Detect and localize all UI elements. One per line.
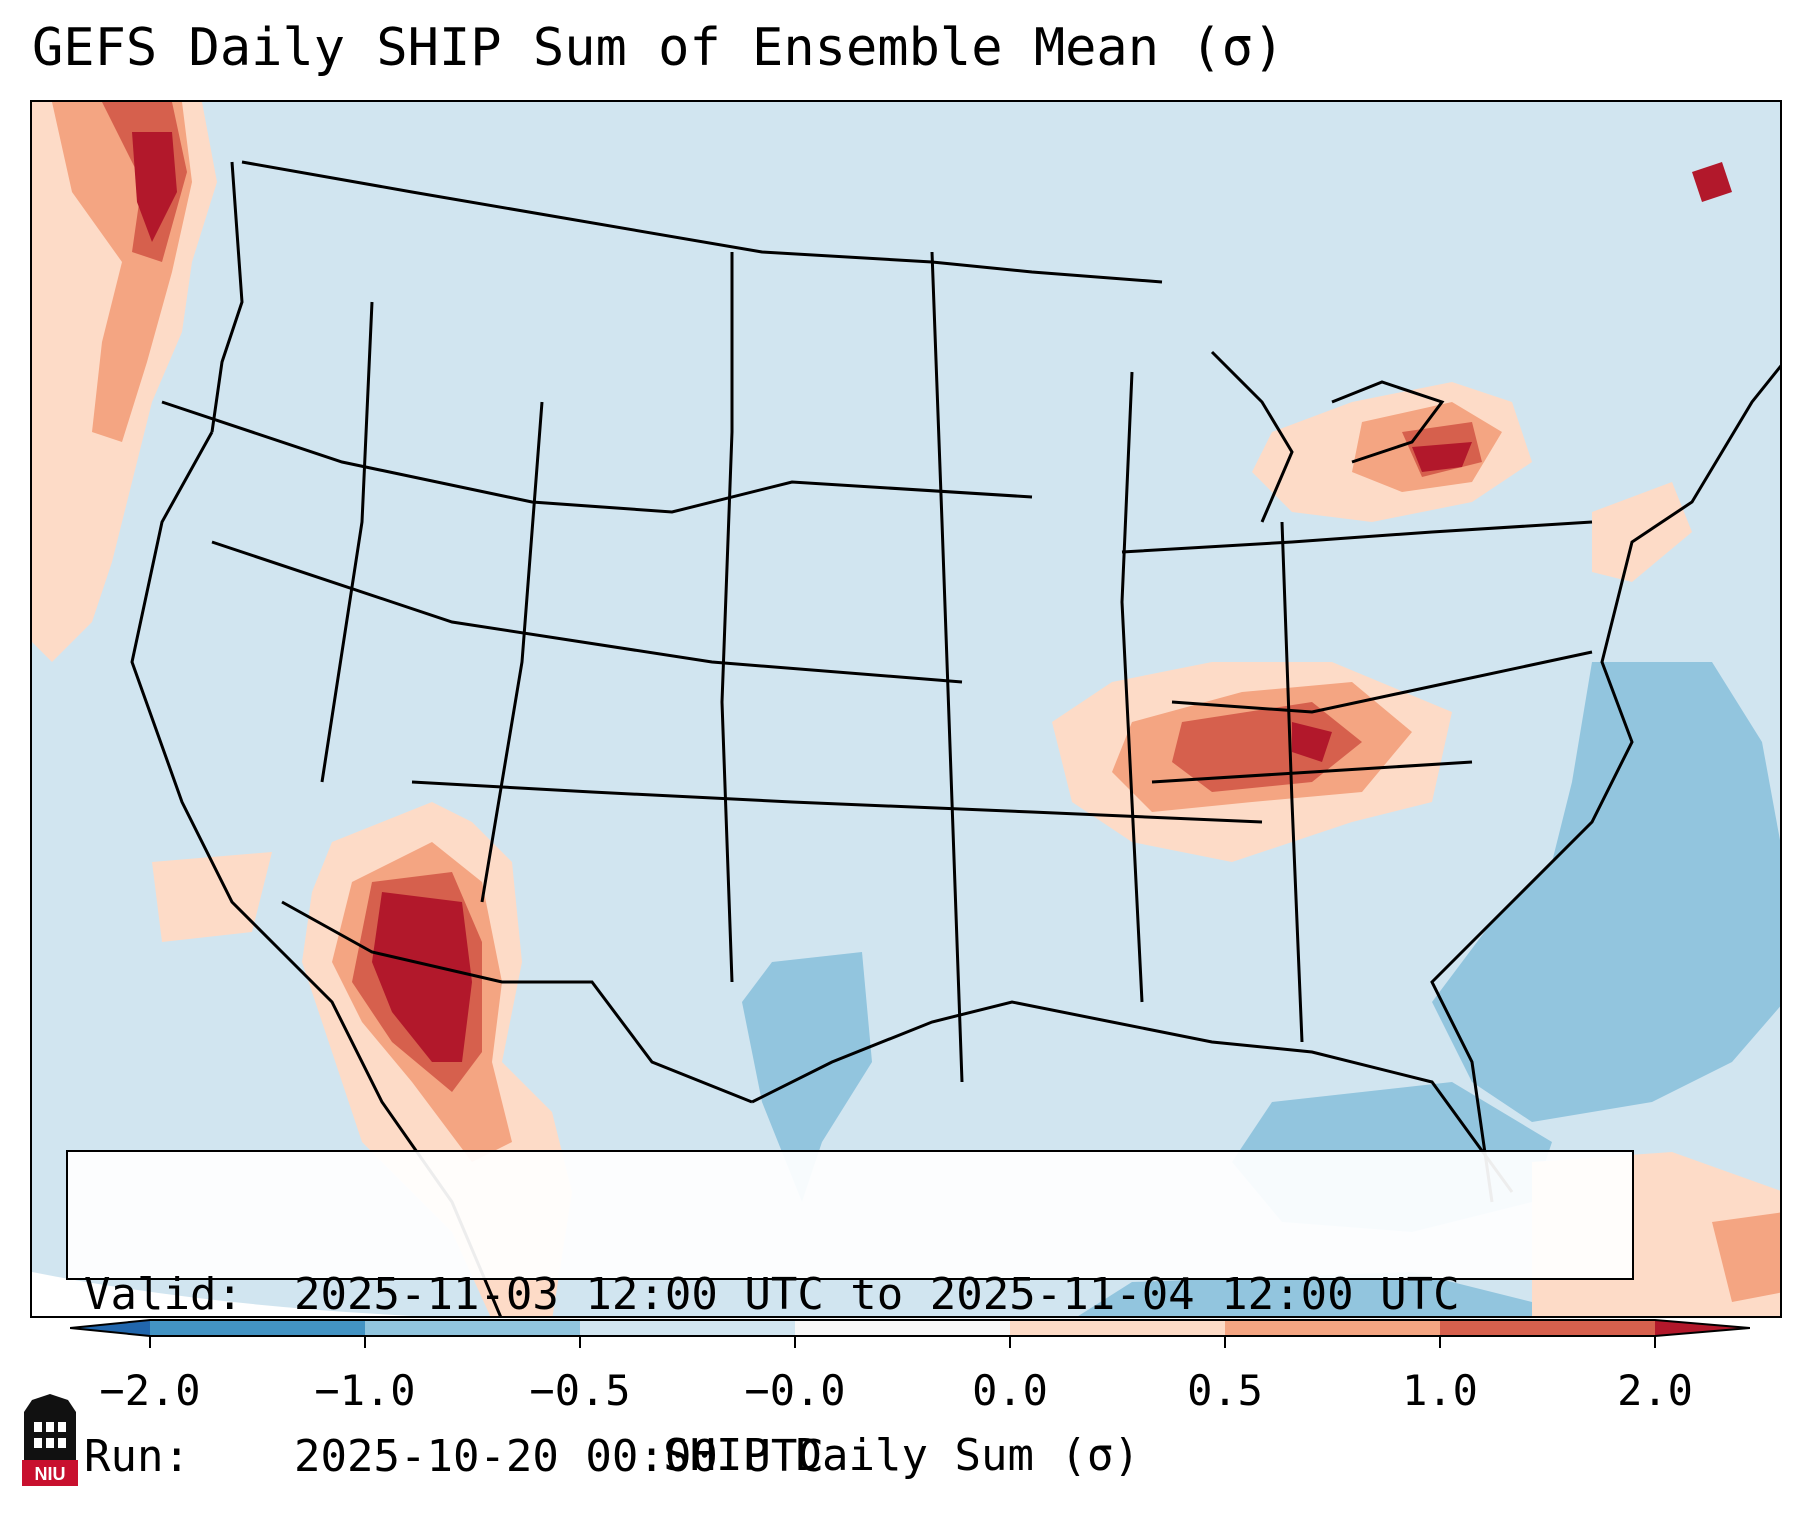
anomaly-neg-low xyxy=(1078,1272,1532,1316)
anomaly-pos-extreme xyxy=(1412,442,1472,472)
anomaly-pos-extreme xyxy=(132,132,177,242)
anomaly-pos-high xyxy=(1172,702,1362,792)
colorbar-tick-label: −0.0 xyxy=(744,1366,846,1415)
map-title: GEFS Daily SHIP Sum of Ensemble Mean (σ) xyxy=(32,18,1285,78)
valid-run-box: Valid: 2025-11-03 12:00 UTC to 2025-11-04… xyxy=(66,1150,1634,1482)
state-line xyxy=(320,301,374,783)
anomaly-field xyxy=(32,102,1780,1316)
colorbar-bin xyxy=(365,1320,580,1336)
colorbar-tick-label: −0.5 xyxy=(529,1366,631,1415)
border-mexico xyxy=(281,900,753,1104)
anomaly-neg-low xyxy=(742,952,872,1202)
colorbar-ticks xyxy=(149,1336,1656,1348)
anomaly-pos-low xyxy=(152,852,272,942)
boundaries xyxy=(130,160,1780,1316)
great-lakes xyxy=(1210,350,1294,523)
state-line xyxy=(211,540,963,684)
state-line xyxy=(1151,760,1473,784)
anomaly-pos-extreme xyxy=(1292,722,1332,762)
colorbar xyxy=(70,1319,1750,1348)
state-line xyxy=(720,252,734,983)
run-key: Run: xyxy=(84,1431,190,1482)
east-coast xyxy=(1430,364,1780,1203)
logo-text: NIU xyxy=(35,1464,66,1484)
colorbar-tick-label: −1.0 xyxy=(314,1366,416,1415)
state-line xyxy=(1171,650,1593,714)
border-canada xyxy=(241,160,1163,284)
great-lakes xyxy=(1331,380,1445,464)
state-line xyxy=(480,401,544,903)
colorbar-bin xyxy=(1655,1320,1750,1336)
colorbar-bin xyxy=(1225,1320,1440,1336)
state-line xyxy=(1280,521,1304,1043)
anomaly-pos-low xyxy=(1592,482,1692,582)
colorbar-tick-label: 0.5 xyxy=(1187,1366,1263,1415)
map-panel xyxy=(30,100,1782,1318)
colorbar-bin xyxy=(70,1320,150,1336)
anomaly-neg-low xyxy=(1432,662,1780,1122)
anomaly-pos-extreme xyxy=(1692,162,1732,202)
colorbar-tick-label: 1.0 xyxy=(1402,1366,1478,1415)
state-line xyxy=(161,400,1033,514)
colorbar-bin xyxy=(580,1320,795,1336)
state-line xyxy=(1121,520,1593,554)
state-line xyxy=(930,251,964,1083)
colorbar-bin xyxy=(795,1320,1010,1336)
valid-key: Valid: xyxy=(84,1269,243,1320)
run-value: 2025-10-20 00:00 UTC xyxy=(294,1431,824,1482)
anomaly-pos-extreme xyxy=(372,892,472,1062)
map-canvas xyxy=(32,102,1780,1316)
colorbar-label: SHIP Daily Sum (σ) xyxy=(663,1430,1140,1481)
niu-logo: NIU xyxy=(22,1394,78,1486)
state-line xyxy=(411,780,1263,824)
colorbar-tick-label: 2.0 xyxy=(1617,1366,1693,1415)
valid-value: 2025-11-03 12:00 UTC to 2025-11-04 12:00… xyxy=(294,1269,1460,1320)
gulf-coast xyxy=(751,1000,1514,1193)
colorbar-bin xyxy=(1440,1320,1655,1336)
colorbar-bin xyxy=(150,1320,365,1336)
state-line xyxy=(1120,371,1144,1003)
colorbar-tick-label: 0.0 xyxy=(972,1366,1048,1415)
colorbar-bin xyxy=(1010,1320,1225,1336)
coastline xyxy=(210,161,244,433)
projection-edge xyxy=(32,1272,413,1316)
colorbar-tick-label: −2.0 xyxy=(99,1366,201,1415)
anomaly-pos-mid xyxy=(1712,1212,1780,1302)
